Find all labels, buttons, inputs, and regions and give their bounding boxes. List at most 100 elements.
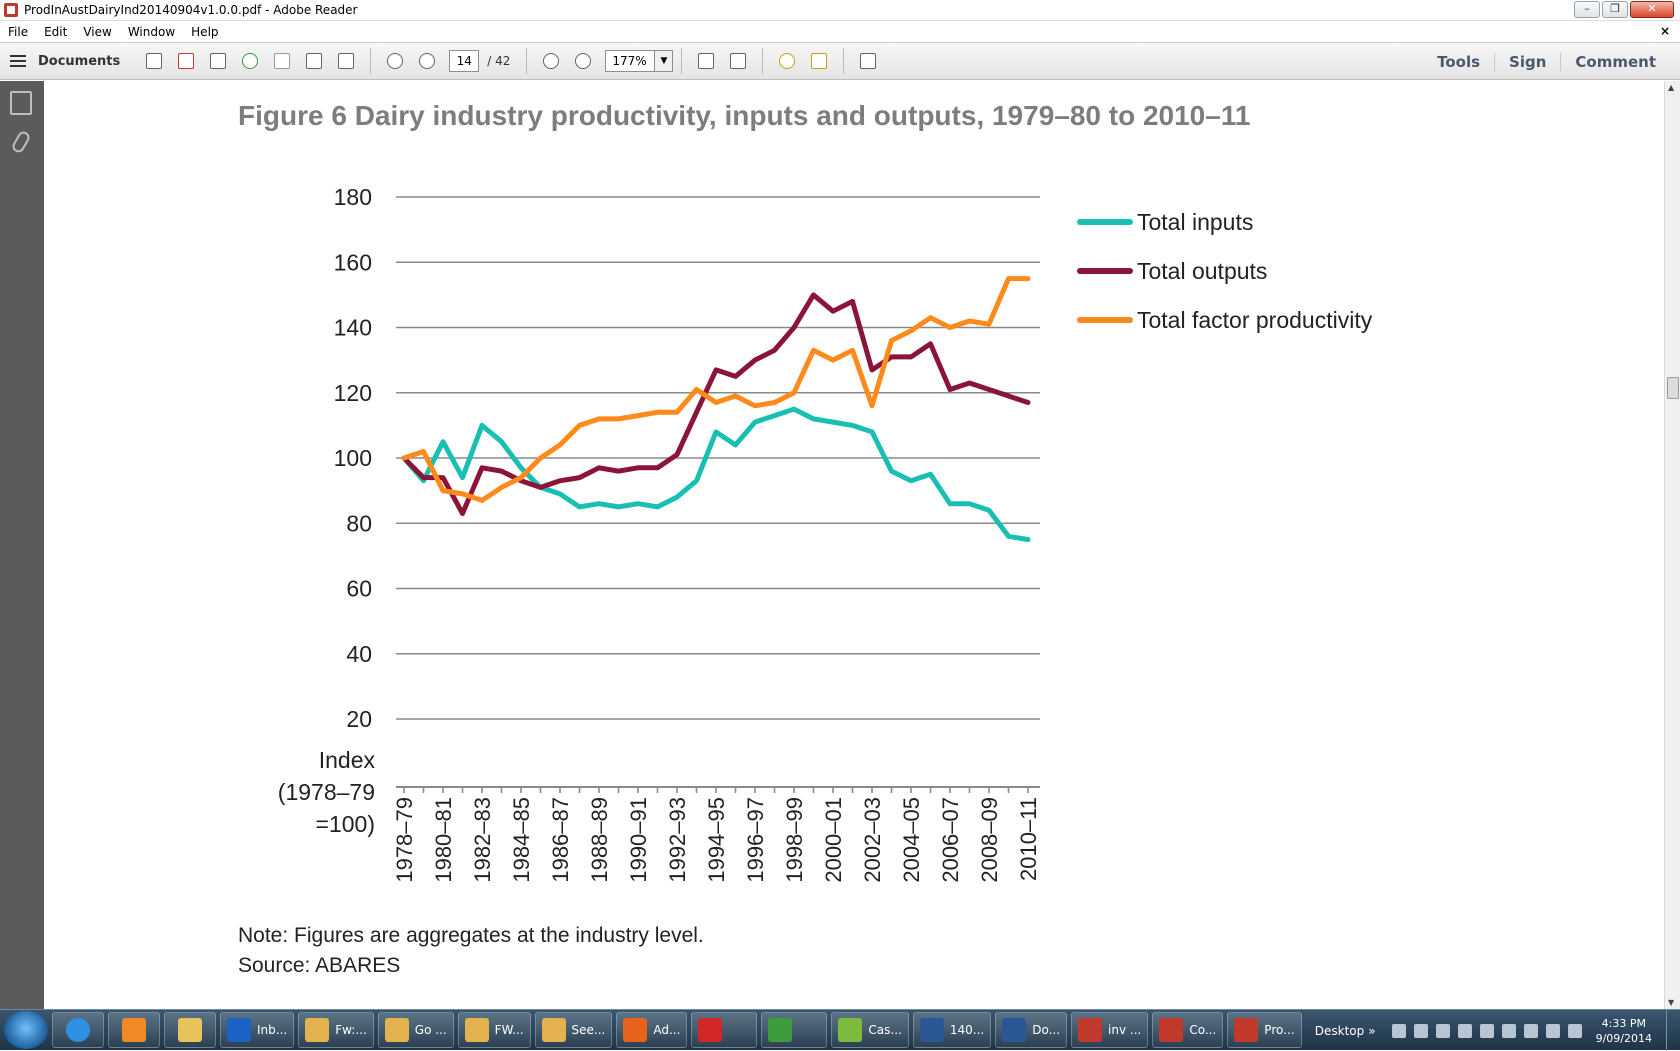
taskbar-app-button[interactable]: inv ... (1071, 1012, 1149, 1048)
x-tick-label: 1988–89 (587, 797, 612, 883)
scroll-down-icon[interactable]: ▼ (1668, 998, 1675, 1007)
show-desktop-button[interactable] (1666, 1010, 1680, 1051)
vertical-scrollbar[interactable]: ▲ ▼ (1664, 81, 1680, 1009)
taskbar-app-button[interactable]: Go ... (377, 1012, 454, 1048)
start-button[interactable] (4, 1011, 48, 1049)
page-thumbnails-icon[interactable] (10, 91, 32, 115)
restore-button[interactable]: ❐ (1602, 1, 1628, 18)
toolbar-separator (370, 48, 372, 74)
network-icon[interactable] (1545, 1023, 1560, 1038)
create-pdf-icon[interactable] (141, 48, 167, 74)
zoom-out-icon[interactable] (538, 48, 564, 74)
taskbar-app-button[interactable]: Ad... (616, 1012, 688, 1048)
y-tick-label: 160 (334, 249, 372, 275)
app-icon (227, 1018, 251, 1042)
tray-app-icon[interactable] (1391, 1023, 1406, 1038)
series-line (401, 276, 1031, 503)
taskbar-app-label: inv ... (1108, 1023, 1142, 1037)
taskbar-app-label: Pro... (1264, 1023, 1295, 1037)
taskbar-app-button[interactable]: See... (534, 1012, 613, 1048)
full-screen-icon[interactable] (855, 48, 881, 74)
volume-icon[interactable] (1501, 1023, 1516, 1038)
x-tick-label: 1980–81 (431, 797, 456, 883)
line-chart: 180 160 140 120 100 80 60 40 20 Index (1978–79 =100… (278, 184, 1373, 883)
clock[interactable]: 4:33 PM 9/09/2014 (1596, 1016, 1652, 1046)
scroll-thumb[interactable] (1667, 377, 1679, 399)
taskbar-app-button[interactable] (691, 1012, 758, 1048)
tools-button[interactable]: Tools (1437, 53, 1481, 71)
highlight-icon[interactable] (806, 48, 832, 74)
menu-view[interactable]: View (83, 25, 112, 39)
document-close-button[interactable]: × (1659, 24, 1670, 38)
zoom-in-icon[interactable] (570, 48, 596, 74)
scroll-up-icon[interactable]: ▲ (1668, 83, 1675, 92)
taskbar-app-button[interactable]: Pro... (1227, 1012, 1302, 1048)
zoom-dropdown-button[interactable]: ▼ (655, 50, 674, 72)
menu-window[interactable]: Window (127, 25, 176, 39)
fit-width-icon[interactable] (725, 48, 751, 74)
taskbar-app-button[interactable]: Fw:... (298, 1012, 374, 1048)
x-tick-label: 1990–91 (626, 797, 651, 883)
x-tick-label: 2000–01 (821, 797, 846, 883)
menu-file[interactable]: File (8, 25, 29, 39)
previous-page-icon[interactable] (382, 48, 408, 74)
taskbar-app-button[interactable]: 140... (912, 1012, 992, 1048)
edit-pdf-icon[interactable] (205, 48, 231, 74)
page-number-input[interactable]: 14 (449, 50, 480, 72)
menu-edit[interactable]: Edit (44, 25, 68, 39)
series-line (401, 406, 1031, 543)
legend-label: Total inputs (1137, 209, 1253, 235)
taskbar-app-button[interactable] (761, 1012, 828, 1048)
media-player-icon[interactable] (108, 1012, 160, 1048)
tray-app-icon[interactable] (1479, 1023, 1494, 1038)
taskbar-running-apps: Inb... Fw:... Go ... FW... See... Ad... Cas...… (216, 1012, 1302, 1048)
app-icon (838, 1018, 863, 1042)
app-icon (1002, 1018, 1027, 1042)
toolbar: Documents 14 / 42 177% ▼ Tools Sign Comm… (0, 42, 1680, 80)
action-center-flag-icon[interactable] (1523, 1023, 1538, 1038)
figure-source: Source: ABARES (238, 954, 401, 977)
x-tick-label: 1992–93 (665, 797, 690, 883)
tray-app-icon[interactable] (1435, 1023, 1450, 1038)
taskbar-app-button[interactable]: Co... (1152, 1012, 1224, 1048)
desktop-toolbar-label[interactable]: Desktop (1314, 1023, 1365, 1038)
tray-app-icon[interactable] (1457, 1023, 1472, 1038)
y-tick-label: 120 (334, 380, 372, 406)
dropbox-icon[interactable] (1567, 1023, 1582, 1038)
fit-page-icon[interactable] (693, 48, 719, 74)
comment-button[interactable]: Comment (1560, 53, 1670, 71)
sign-button[interactable]: Sign (1494, 53, 1560, 71)
app-icon (623, 1018, 648, 1042)
email-icon[interactable] (333, 48, 359, 74)
save-icon[interactable] (269, 48, 295, 74)
app-icon (1159, 1018, 1184, 1042)
zoom-level-input[interactable]: 177% (605, 50, 656, 72)
close-button[interactable]: ✕ (1630, 1, 1674, 18)
minimize-button[interactable]: – (1574, 1, 1600, 18)
taskbar-app-button[interactable]: Inb... (220, 1012, 295, 1048)
tray-app-icon[interactable] (1413, 1023, 1428, 1038)
hamburger-menu-icon[interactable] (10, 55, 26, 67)
taskbar-app-label: Inb... (257, 1023, 288, 1037)
more-indicator[interactable]: » (1368, 1023, 1376, 1038)
taskbar-app-label: Fw:... (335, 1023, 367, 1037)
figure-title: Figure 6 Dairy industry productivity, in… (238, 100, 1251, 131)
taskbar-app-button[interactable]: Do... (995, 1012, 1068, 1048)
export-pdf-icon[interactable] (173, 48, 199, 74)
taskbar-app-button[interactable]: Cas... (831, 1012, 909, 1048)
comment-icon[interactable] (774, 48, 800, 74)
cloud-upload-icon[interactable] (237, 48, 263, 74)
next-page-icon[interactable] (414, 48, 440, 74)
x-tick-label: 1996–97 (743, 797, 768, 883)
figure-note: Note: Figures are aggregates at the indu… (238, 924, 704, 947)
print-icon[interactable] (301, 48, 327, 74)
taskbar-app-button[interactable]: FW... (457, 1012, 531, 1048)
file-explorer-icon[interactable] (164, 1012, 216, 1048)
documents-button[interactable]: Documents (38, 53, 121, 69)
internet-explorer-icon[interactable] (52, 1012, 104, 1048)
menu-help[interactable]: Help (191, 25, 219, 39)
toolbar-right-panel: Tools Sign Comment (1423, 43, 1670, 81)
taskbar-app-label: Co... (1189, 1023, 1217, 1037)
taskbar: Inb... Fw:... Go ... FW... See... Ad... Cas...… (0, 1009, 1680, 1051)
y-tick-label: 80 (346, 510, 372, 536)
